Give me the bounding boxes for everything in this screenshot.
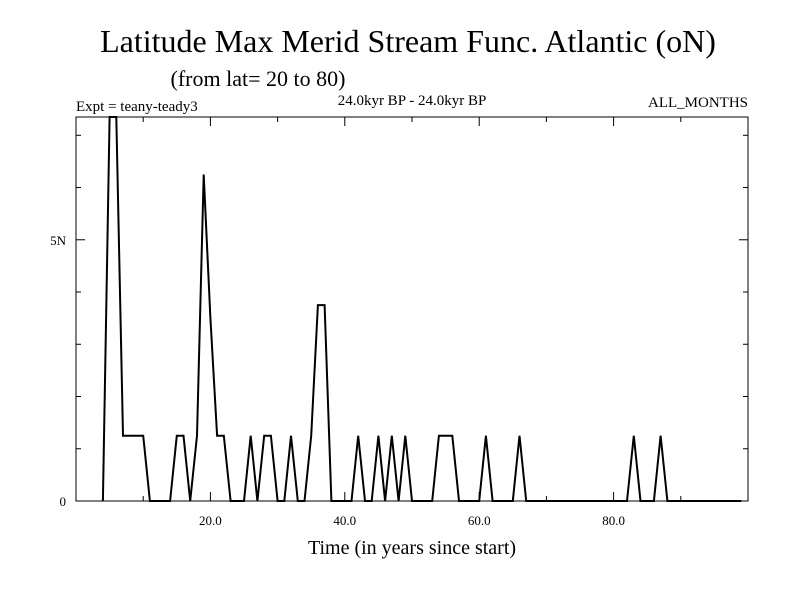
y-tick-label: 5N xyxy=(50,233,67,248)
months-label: ALL_MONTHS xyxy=(648,95,748,111)
x-axis-label: Time (in years since start) xyxy=(308,537,516,559)
x-tick-label: 40.0 xyxy=(333,513,356,528)
experiment-label: Expt = teany-teady3 xyxy=(76,99,198,115)
chart-subtitle: (from lat= 20 to 80) xyxy=(171,66,346,91)
x-tick-label: 60.0 xyxy=(468,513,491,528)
y-tick-label: 0 xyxy=(60,494,67,509)
y-tick-labels: 0 5N xyxy=(50,233,67,509)
x-tick-label: 20.0 xyxy=(199,513,222,528)
x-tick-labels: 20.0 40.0 60.0 80.0 xyxy=(199,513,625,528)
chart-title: Latitude Max Merid Stream Func. Atlantic… xyxy=(100,23,716,59)
period-label: 24.0kyr BP - 24.0kyr BP xyxy=(338,93,487,109)
x-tick-label: 80.0 xyxy=(602,513,625,528)
series-line xyxy=(101,116,742,502)
